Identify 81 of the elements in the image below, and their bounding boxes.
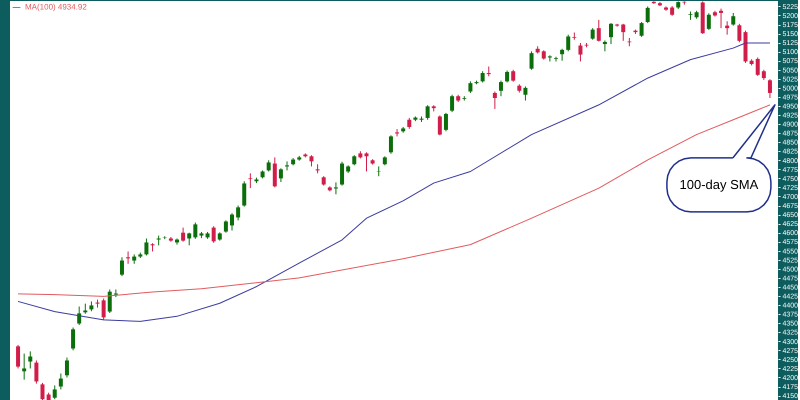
candlestick [16, 344, 20, 369]
candlestick [725, 20, 730, 36]
candlestick [688, 11, 692, 20]
candlestick [242, 180, 246, 208]
candlestick [132, 254, 136, 264]
candlestick [596, 19, 601, 42]
candlestick [737, 23, 742, 43]
candlestick [230, 212, 234, 231]
candlestick [309, 154, 314, 167]
candlestick [156, 235, 161, 246]
candlestick [334, 182, 338, 195]
candlestick [28, 350, 32, 369]
candlestick [486, 66, 491, 77]
candlestick [150, 242, 155, 252]
candlestick [646, 6, 650, 24]
candlestick [52, 384, 57, 400]
candlestick [511, 69, 516, 82]
candlestick [395, 128, 400, 137]
candlestick [505, 70, 510, 83]
candlestick [120, 256, 124, 277]
candlestick [34, 360, 38, 384]
annotation: 100-day SMA [680, 176, 759, 192]
candlestick [719, 8, 724, 29]
candlestick [438, 114, 442, 136]
candlestick [602, 40, 607, 52]
candlestick [364, 152, 368, 172]
candlestick [83, 303, 88, 314]
candlestick [388, 134, 393, 154]
candlestick [272, 156, 277, 188]
line-series [18, 42, 770, 322]
candlestick [578, 42, 582, 62]
candlestick [523, 86, 528, 102]
candlestick [609, 22, 614, 45]
candlestick [322, 176, 326, 186]
candlestick [89, 300, 94, 312]
candlestick [212, 226, 216, 244]
candlestick [376, 166, 381, 177]
candlestick [542, 50, 546, 60]
candlestick [285, 160, 290, 171]
candlestick [102, 298, 106, 320]
candlestick [22, 353, 26, 380]
candlestick [40, 382, 45, 400]
candlestick [236, 205, 240, 221]
candlestick [762, 69, 766, 80]
candlestick [382, 156, 387, 166]
candlestick [108, 289, 112, 314]
candlestick [590, 28, 595, 40]
legend-label: MA(100) 4934.92 [25, 2, 88, 12]
candlestick [278, 168, 283, 182]
candlestick [621, 23, 626, 42]
candlestick [340, 161, 344, 186]
candlestick [530, 50, 534, 70]
candlestick [640, 21, 644, 38]
candlestick [670, 6, 674, 16]
candlestick [560, 48, 564, 62]
candlestick [407, 117, 412, 130]
candlestick [187, 232, 192, 246]
candlestick [444, 112, 448, 132]
candlestick [64, 357, 69, 378]
candlestick [731, 12, 736, 26]
candlestick [706, 12, 711, 30]
candlestick [450, 94, 454, 113]
candlestick [492, 91, 497, 110]
candlestick [480, 70, 485, 83]
line-series [18, 104, 770, 297]
candlestick [193, 222, 198, 240]
candlestick [768, 78, 772, 99]
candlestick [71, 327, 76, 351]
candlestick [756, 56, 760, 76]
candlestick [126, 251, 130, 264]
candlestick [468, 80, 472, 94]
candlestick [352, 154, 356, 166]
candlestick [498, 80, 503, 97]
candlestick [426, 104, 430, 120]
candlestick [58, 372, 63, 390]
candlestick [181, 227, 186, 242]
candlestick [144, 238, 148, 256]
candlestick [566, 34, 570, 52]
candlestick [316, 164, 320, 174]
candlestick [266, 160, 271, 172]
candlestick [224, 220, 228, 234]
